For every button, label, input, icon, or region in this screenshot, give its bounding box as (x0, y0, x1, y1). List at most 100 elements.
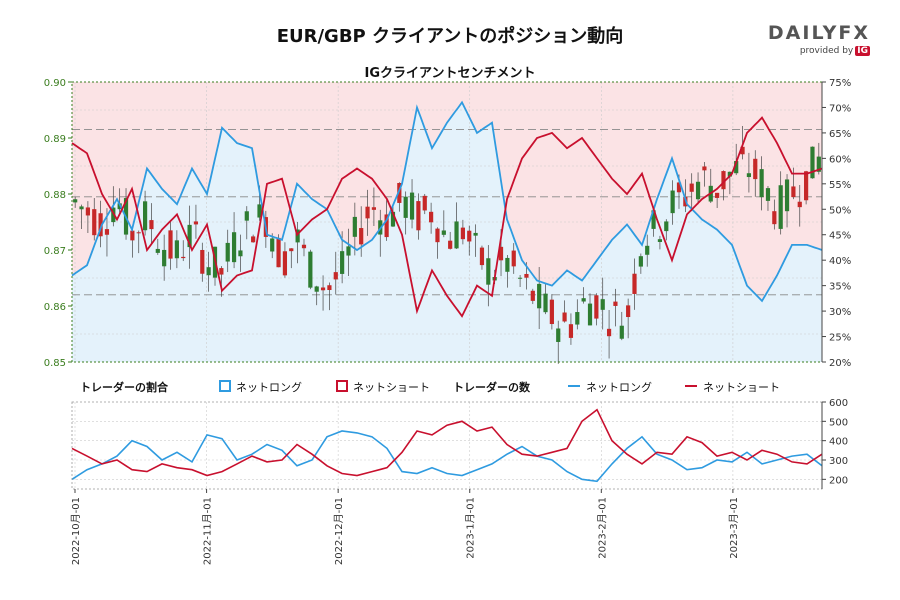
candle-body (810, 146, 815, 179)
candle-body (670, 190, 675, 214)
candle-body (282, 251, 288, 276)
candle-body (676, 182, 682, 193)
candle-body (759, 169, 764, 198)
candle-body (320, 287, 326, 291)
candle-body (448, 240, 453, 249)
candle-body (454, 221, 459, 249)
candle-body (162, 249, 167, 267)
candle-body (346, 246, 351, 256)
top-chart-title: IGクライアントセンチメント (365, 66, 536, 81)
candle-body (651, 210, 656, 229)
logo-provided-by: provided by IG (760, 46, 870, 56)
right-tick-label: 25% (829, 333, 851, 344)
count-short-line (71, 408, 823, 477)
candle-body (517, 277, 523, 279)
legend-count-label: トレーダーの数 (453, 380, 531, 394)
candle-body (619, 325, 624, 339)
candle-body (486, 258, 491, 285)
candle-body (498, 246, 504, 261)
candle-body (657, 239, 663, 242)
candle-body (92, 209, 97, 236)
candle-body (797, 201, 802, 208)
candle-body (435, 228, 440, 243)
right-tick-label: 70% (829, 103, 851, 114)
bottom-right-axis: 200 300 400 500 600 (821, 398, 848, 489)
candle-body (765, 188, 771, 201)
legend-ratio-long-swatch (219, 380, 231, 392)
count-long-line (71, 430, 823, 483)
candle-body (543, 293, 548, 313)
candle-body (136, 232, 141, 234)
logo-brand: DAILYFX (767, 22, 870, 44)
candle-body (568, 324, 574, 338)
candle-body (409, 192, 415, 220)
logo-provided-by-text: provided by (799, 46, 854, 56)
candle-body (231, 232, 237, 263)
candle-body (270, 238, 275, 252)
candle-body (791, 186, 796, 198)
legend: トレーダーの割合 ネットロング ネットショート トレーダーの数 ネットロング ネ… (80, 380, 780, 394)
candle-body (530, 290, 535, 301)
short-area (72, 82, 822, 301)
right-tick-label: 50% (829, 205, 851, 216)
candle-body (79, 206, 84, 210)
candle-body (155, 248, 160, 253)
candle-body (429, 211, 434, 223)
right-tick-label: 45% (829, 231, 851, 242)
candle-body (314, 286, 319, 292)
candle-body (359, 228, 364, 245)
candle-body (473, 232, 478, 236)
candle-body (778, 185, 783, 229)
bottom-plot-bg (72, 402, 822, 489)
top-left-axis: 0.85 0.86 0.87 0.88 0.89 0.90 (44, 78, 72, 369)
candle-body (505, 257, 510, 272)
candle-body (632, 273, 637, 294)
candle-body (85, 207, 90, 216)
bottom-right-tick-label: 600 (829, 398, 848, 409)
left-tick-label: 0.90 (44, 78, 66, 89)
bottom-right-tick-label: 300 (829, 456, 848, 467)
candle-body (524, 273, 529, 278)
right-tick-label: 35% (829, 282, 851, 293)
logo-ig: IG (855, 46, 870, 56)
bottom-right-tick-label: 500 (829, 417, 848, 428)
candle-body (479, 247, 485, 266)
x-tick-label: 2023-1月-01 (465, 497, 477, 559)
candle-body (390, 211, 396, 227)
legend-ratio-long: ネットロング (236, 380, 302, 394)
candle-body (695, 181, 701, 200)
candle-body (219, 268, 224, 275)
candle-body (587, 303, 593, 326)
right-tick-label: 65% (829, 129, 851, 140)
candle-body (397, 183, 402, 203)
candle-body (333, 272, 338, 280)
x-tick-label: 2023-2月-01 (596, 497, 608, 559)
dailyfx-logo: DAILYFX provided by IG (760, 22, 870, 56)
candle-body (441, 230, 446, 235)
candle-body (613, 301, 618, 306)
candle-body (301, 244, 307, 249)
right-tick-label: 55% (829, 180, 851, 191)
x-tick-label: 2022-11月-01 (202, 497, 214, 565)
candle-body (740, 146, 745, 155)
right-tick-label: 40% (829, 256, 851, 267)
legend-ratio-short-swatch (336, 380, 348, 392)
candle-body (575, 312, 580, 325)
legend-count-short: ネットショート (703, 381, 780, 394)
candle-body (130, 230, 135, 241)
candle-body (181, 256, 186, 259)
candle-body (206, 267, 211, 276)
right-tick-label: 30% (829, 307, 851, 318)
candle-body (98, 213, 103, 237)
bottom-right-tick-label: 400 (829, 437, 848, 448)
candle-body (104, 229, 110, 235)
candle-body (352, 216, 357, 237)
candle-body (727, 171, 732, 177)
candle-body (460, 227, 465, 240)
candle-body (308, 251, 313, 288)
candle-body (804, 171, 809, 201)
chart-title: EUR/GBP クライアントのポジション動向 (276, 26, 624, 47)
top-panel (71, 81, 823, 364)
right-tick-label: 60% (829, 154, 851, 165)
